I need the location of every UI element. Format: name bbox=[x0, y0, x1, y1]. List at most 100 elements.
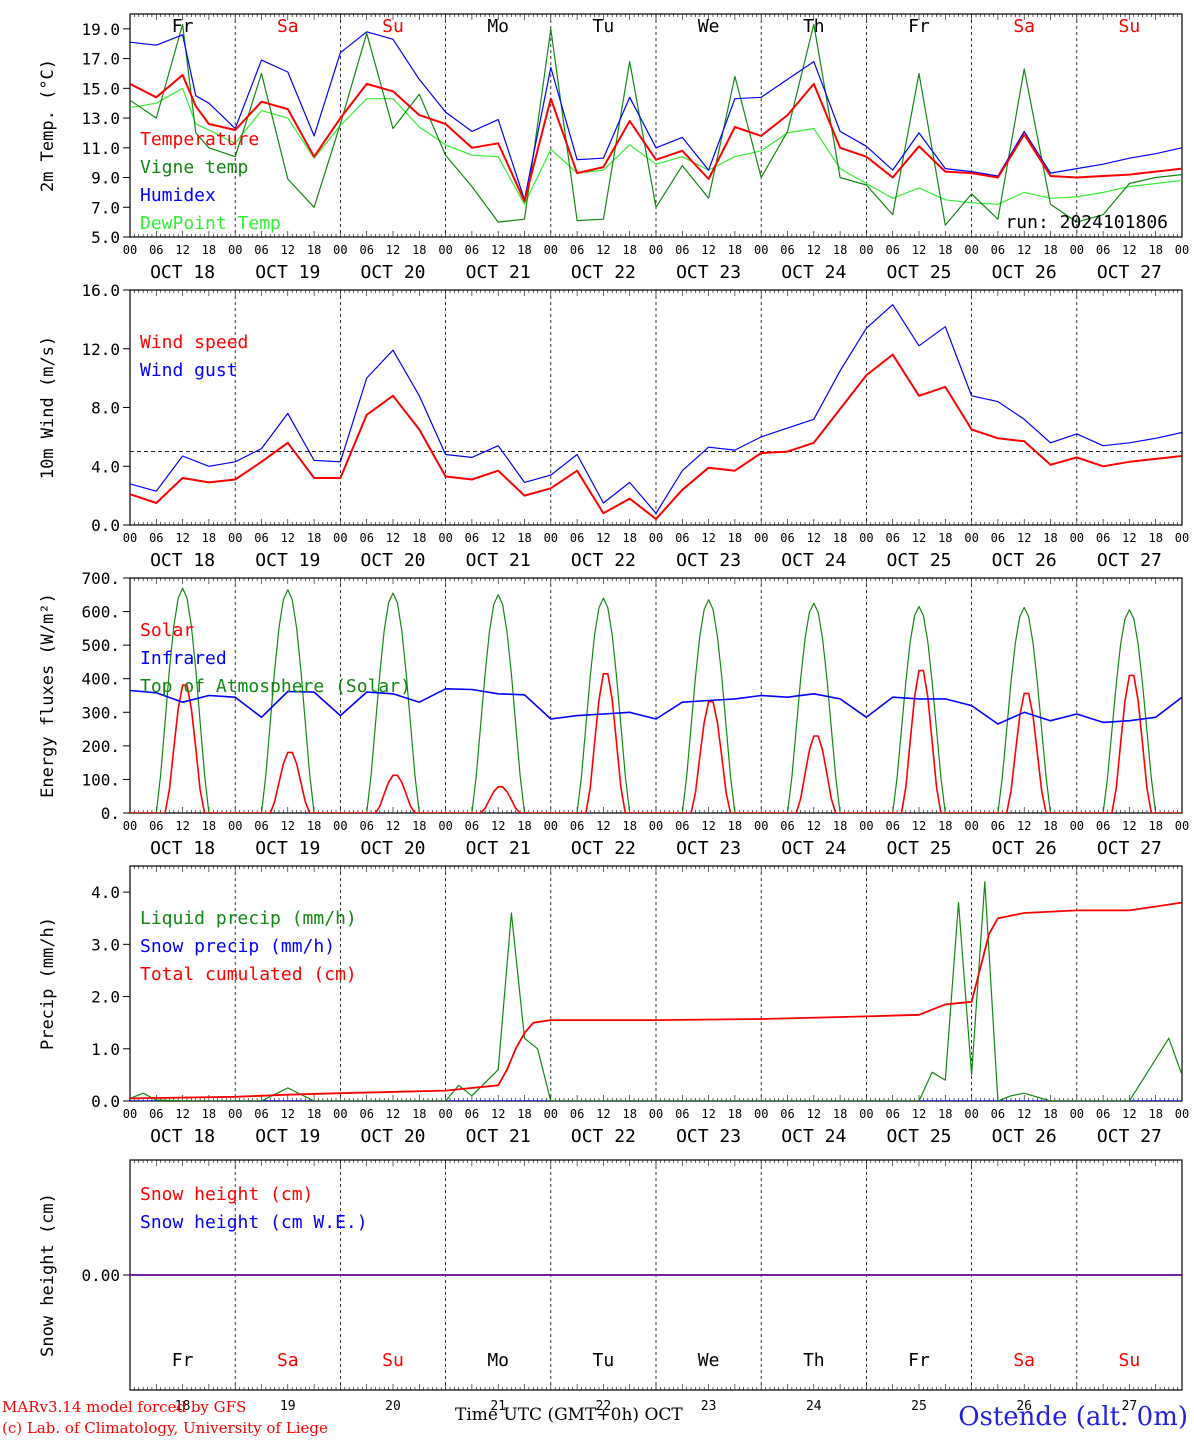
legend-snow-height-cm-: Snow height (cm) bbox=[140, 1184, 313, 1205]
hour-tick-label: 00 bbox=[123, 243, 137, 257]
date-label: OCT 19 bbox=[255, 262, 320, 283]
y-tick-label: 8.0 bbox=[91, 399, 120, 418]
hour-tick-label: 18 bbox=[1043, 243, 1057, 257]
hour-tick-label: 12 bbox=[1017, 819, 1031, 833]
date-label: OCT 20 bbox=[360, 1126, 425, 1147]
hour-tick-label: 18 bbox=[833, 819, 847, 833]
hour-tick-label: 12 bbox=[807, 1107, 821, 1121]
hour-tick-label: 12 bbox=[386, 531, 400, 545]
series-wind-gust bbox=[130, 304, 1182, 514]
hour-tick-label: 00 bbox=[1175, 1107, 1189, 1121]
hour-tick-label: 18 bbox=[1148, 1107, 1162, 1121]
hour-tick-label: 18 bbox=[938, 531, 952, 545]
y-tick-label: 700. bbox=[81, 569, 120, 588]
hour-tick-label: 00 bbox=[649, 243, 663, 257]
model-credit: MARv3.14 model forced by GFS bbox=[2, 1398, 247, 1416]
hour-tick-label: 06 bbox=[991, 531, 1005, 545]
hour-tick-label: 18 bbox=[1043, 1107, 1057, 1121]
legend-infrared: Infrared bbox=[140, 648, 227, 669]
hour-tick-label: 06 bbox=[570, 243, 584, 257]
hour-tick-label: 12 bbox=[701, 531, 715, 545]
legend-snow-precip-mm-h-: Snow precip (mm/h) bbox=[140, 936, 335, 957]
hour-tick-label: 00 bbox=[333, 1107, 347, 1121]
hour-tick-label: 06 bbox=[465, 819, 479, 833]
day-name: Fr bbox=[172, 1350, 194, 1371]
date-label: OCT 19 bbox=[255, 838, 320, 859]
lab-credit: (c) Lab. of Climatology, University of L… bbox=[2, 1419, 328, 1437]
hour-tick-label: 12 bbox=[1017, 243, 1031, 257]
hour-tick-label: 00 bbox=[228, 819, 242, 833]
hour-tick-label: 12 bbox=[175, 1107, 189, 1121]
day-name: Tu bbox=[593, 1350, 615, 1371]
series-vigne-temp bbox=[130, 23, 1182, 226]
legend-dewpoint-temp: DewPoint Temp bbox=[140, 213, 281, 234]
date-label: OCT 26 bbox=[992, 550, 1057, 571]
hour-tick-label: 00 bbox=[754, 531, 768, 545]
hour-tick-label: 06 bbox=[780, 243, 794, 257]
hour-tick-label: 00 bbox=[859, 819, 873, 833]
date-label: OCT 24 bbox=[781, 1126, 846, 1147]
hour-tick-label: 18 bbox=[412, 819, 426, 833]
day-name: We bbox=[698, 1350, 720, 1371]
hour-tick-label: 18 bbox=[622, 1107, 636, 1121]
hour-tick-label: 18 bbox=[728, 819, 742, 833]
hour-tick-label: 12 bbox=[281, 1107, 295, 1121]
hour-tick-label: 00 bbox=[754, 819, 768, 833]
hour-tick-label: 12 bbox=[912, 819, 926, 833]
y-tick-label: 13.0 bbox=[81, 109, 120, 128]
day-name: Mo bbox=[487, 1350, 509, 1371]
plot-area bbox=[130, 304, 1182, 521]
hour-tick-label: 06 bbox=[675, 243, 689, 257]
day-number: 26 bbox=[1016, 1399, 1032, 1414]
y-tick-label: 100. bbox=[81, 770, 120, 789]
toa-solar-day-1 bbox=[130, 587, 236, 813]
day-name: Su bbox=[382, 1350, 404, 1371]
hour-tick-label: 18 bbox=[307, 243, 321, 257]
date-label: OCT 21 bbox=[466, 550, 531, 571]
y-tick-label: 0.0 bbox=[91, 516, 120, 535]
date-label: OCT 24 bbox=[781, 262, 846, 283]
panel-4: Precip (mm/h) 00 06 12 18 OCT 18 00 06 12 18 OCT 1… bbox=[38, 865, 1189, 1147]
hour-tick-label: 06 bbox=[991, 819, 1005, 833]
y-tick-label: 4.0 bbox=[91, 457, 120, 476]
day-name: Sa bbox=[1013, 1350, 1035, 1371]
hour-tick-label: 12 bbox=[281, 243, 295, 257]
hour-tick-label: 00 bbox=[544, 531, 558, 545]
hour-tick-label: 18 bbox=[517, 819, 531, 833]
y-tick-label: 0. bbox=[101, 804, 120, 823]
date-label: OCT 27 bbox=[1097, 550, 1162, 571]
hour-tick-label: 06 bbox=[149, 531, 163, 545]
hour-tick-label: 06 bbox=[675, 819, 689, 833]
day-name: Sa bbox=[1013, 16, 1035, 37]
hour-tick-label: 00 bbox=[333, 531, 347, 545]
legend-snow-height-cm-w-e-: Snow height (cm W.E.) bbox=[140, 1212, 368, 1233]
day-name: Tu bbox=[593, 16, 615, 37]
series-total-cumulated-cm- bbox=[130, 901, 1182, 1100]
hour-tick-label: 00 bbox=[438, 531, 452, 545]
hour-tick-label: 18 bbox=[1043, 531, 1057, 545]
solar-day-6 bbox=[656, 700, 762, 813]
hour-tick-label: 12 bbox=[596, 531, 610, 545]
date-label: OCT 27 bbox=[1097, 262, 1162, 283]
hour-tick-label: 06 bbox=[570, 531, 584, 545]
hour-tick-label: 12 bbox=[386, 1107, 400, 1121]
day-name: We bbox=[698, 16, 720, 37]
hour-tick-label: 18 bbox=[307, 819, 321, 833]
hour-tick-label: 06 bbox=[254, 819, 268, 833]
hour-tick-label: 18 bbox=[728, 531, 742, 545]
solar-day-9 bbox=[971, 692, 1077, 813]
date-label: OCT 23 bbox=[676, 838, 741, 859]
day-name: Su bbox=[1119, 1350, 1141, 1371]
date-label: OCT 22 bbox=[571, 550, 636, 571]
hour-tick-label: 00 bbox=[964, 1107, 978, 1121]
day-number: 24 bbox=[806, 1399, 822, 1414]
date-label: OCT 25 bbox=[886, 1126, 951, 1147]
toa-solar-day-10 bbox=[1076, 609, 1182, 813]
series-wind-speed bbox=[130, 353, 1182, 521]
y-tick-label: 12.0 bbox=[81, 340, 120, 359]
hour-tick-label: 12 bbox=[596, 819, 610, 833]
date-label: OCT 27 bbox=[1097, 838, 1162, 859]
date-label: OCT 25 bbox=[886, 262, 951, 283]
hour-tick-label: 12 bbox=[701, 1107, 715, 1121]
